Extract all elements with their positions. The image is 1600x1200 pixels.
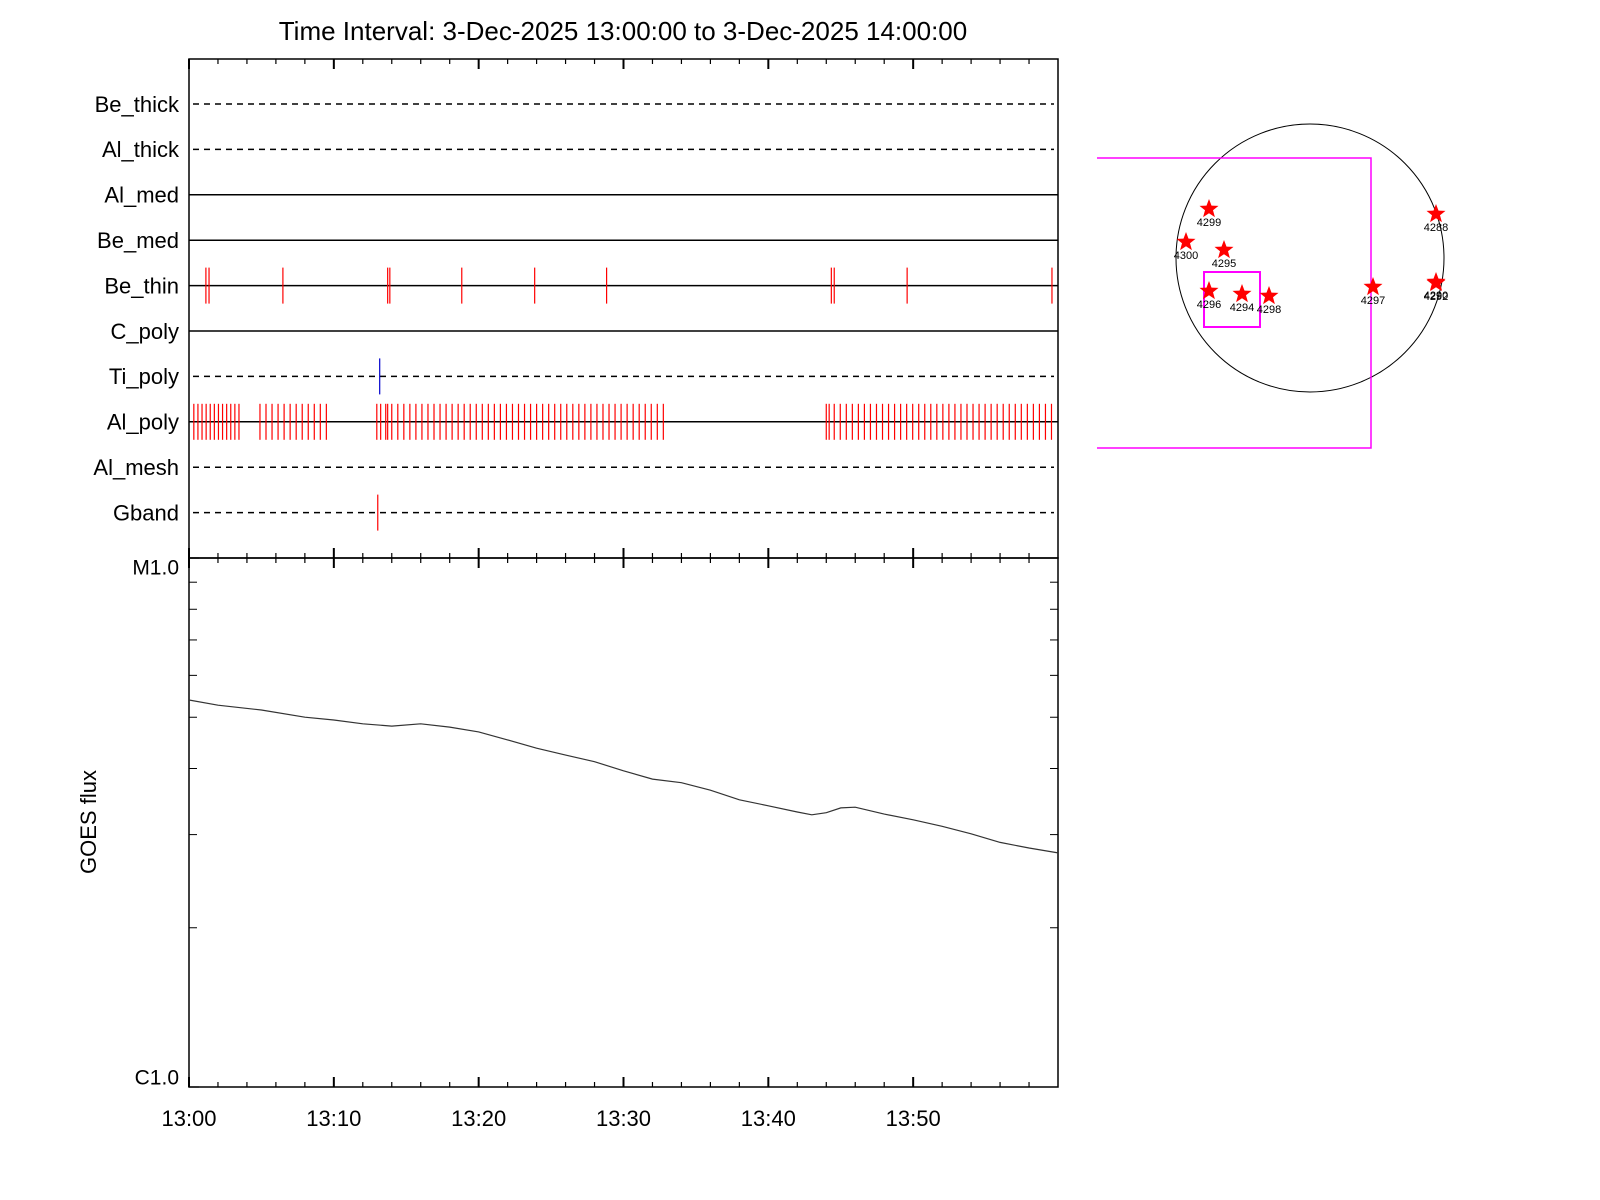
fov-box: [1097, 157, 1372, 449]
row-label: Al_med: [104, 183, 179, 208]
x-tick-label: 13:10: [306, 1106, 361, 1131]
region-label: 4297: [1361, 295, 1385, 307]
timeline-frame: [188, 58, 1059, 559]
row-label: Be_thin: [104, 273, 179, 298]
x-tick-label: 13:40: [741, 1106, 796, 1131]
y-tick-label: M1.0: [132, 557, 179, 580]
solar-disk: [1175, 123, 1445, 393]
region-star: [1426, 204, 1446, 223]
region-label: 4295: [1212, 258, 1236, 270]
region-star: [1199, 199, 1219, 218]
row-label: Ti_poly: [109, 364, 179, 389]
row-label: C_poly: [111, 319, 179, 344]
region-star: [1214, 240, 1234, 259]
chart-title: Time Interval: 3-Dec-2025 13:00:00 to 3-…: [279, 16, 967, 46]
region-star: [1363, 277, 1383, 296]
target-box: [1203, 271, 1261, 328]
y-tick-label: C1.0: [135, 1067, 179, 1090]
x-tick-label: 13:50: [886, 1106, 941, 1131]
row-label: Be_thick: [95, 92, 180, 117]
region-label: 4296: [1197, 299, 1221, 311]
region-star: [1259, 286, 1279, 305]
region-label: 4288: [1424, 222, 1448, 234]
row-label: Al_poly: [107, 410, 179, 435]
region-star: [1426, 273, 1446, 292]
region-label: 4290: [1424, 290, 1448, 302]
region-label: 4299: [1197, 217, 1221, 229]
row-label: Be_med: [97, 228, 179, 253]
row-label: Gband: [113, 500, 179, 525]
x-tick-label: 13:00: [161, 1106, 216, 1131]
y-axis-label: GOES flux: [76, 770, 101, 874]
region-label: 4300: [1174, 250, 1198, 262]
row-label: Al_mesh: [93, 455, 179, 480]
region-label: 4292: [1424, 291, 1448, 303]
x-tick-label: 13:20: [451, 1106, 506, 1131]
region-star: [1199, 281, 1219, 300]
x-tick-label: 13:30: [596, 1106, 651, 1131]
region-label: 4298: [1257, 304, 1281, 316]
region-label: 4294: [1230, 302, 1254, 314]
region-star: [1176, 232, 1196, 251]
region-star: [1232, 284, 1252, 303]
row-label: Al_thick: [102, 137, 180, 162]
goes-flux-line: [188, 699, 1059, 854]
